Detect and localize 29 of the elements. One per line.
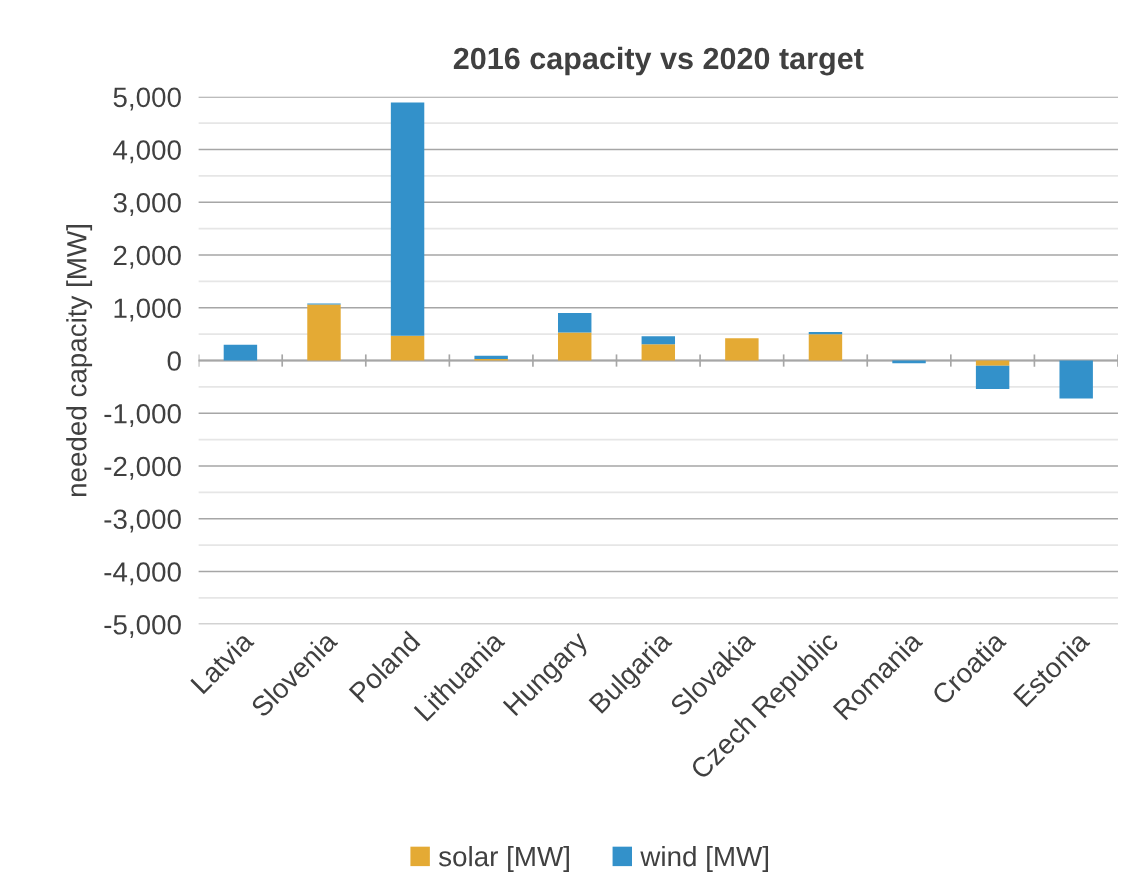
legend-label: solar [MW] bbox=[438, 845, 569, 872]
y-tick-label: 1,000 bbox=[114, 298, 181, 322]
y-axis-title: needed capacity [MW] bbox=[66, 225, 93, 497]
bar bbox=[808, 334, 843, 361]
bar bbox=[808, 332, 843, 335]
bar bbox=[641, 336, 676, 345]
bar bbox=[390, 102, 425, 336]
y-tick-label: 5,000 bbox=[113, 87, 181, 111]
bar bbox=[223, 344, 258, 361]
y-tick-label: -4,000 bbox=[104, 562, 181, 586]
bar bbox=[975, 365, 1010, 390]
bar bbox=[1059, 360, 1093, 399]
y-tick-label: -2,000 bbox=[104, 456, 181, 480]
y-tick-label: -1,000 bbox=[104, 403, 181, 427]
y-tick-label: -5,000 bbox=[104, 614, 181, 638]
y-tick-label: -3,000 bbox=[104, 509, 181, 533]
legend-label: wind [MW] bbox=[640, 845, 769, 872]
chart-title: 2016 capacity vs 2020 target bbox=[453, 46, 864, 76]
bar bbox=[975, 360, 1010, 366]
y-tick-label: 0 bbox=[167, 351, 181, 371]
bar bbox=[390, 335, 425, 361]
bar bbox=[725, 338, 759, 361]
y-tick-label: 3,000 bbox=[113, 192, 181, 216]
bar bbox=[558, 332, 592, 361]
y-tick-label: 2,000 bbox=[113, 245, 181, 269]
bar bbox=[558, 313, 592, 333]
bar bbox=[641, 344, 676, 361]
y-tick-label: 4,000 bbox=[113, 140, 181, 164]
bar bbox=[307, 304, 341, 361]
